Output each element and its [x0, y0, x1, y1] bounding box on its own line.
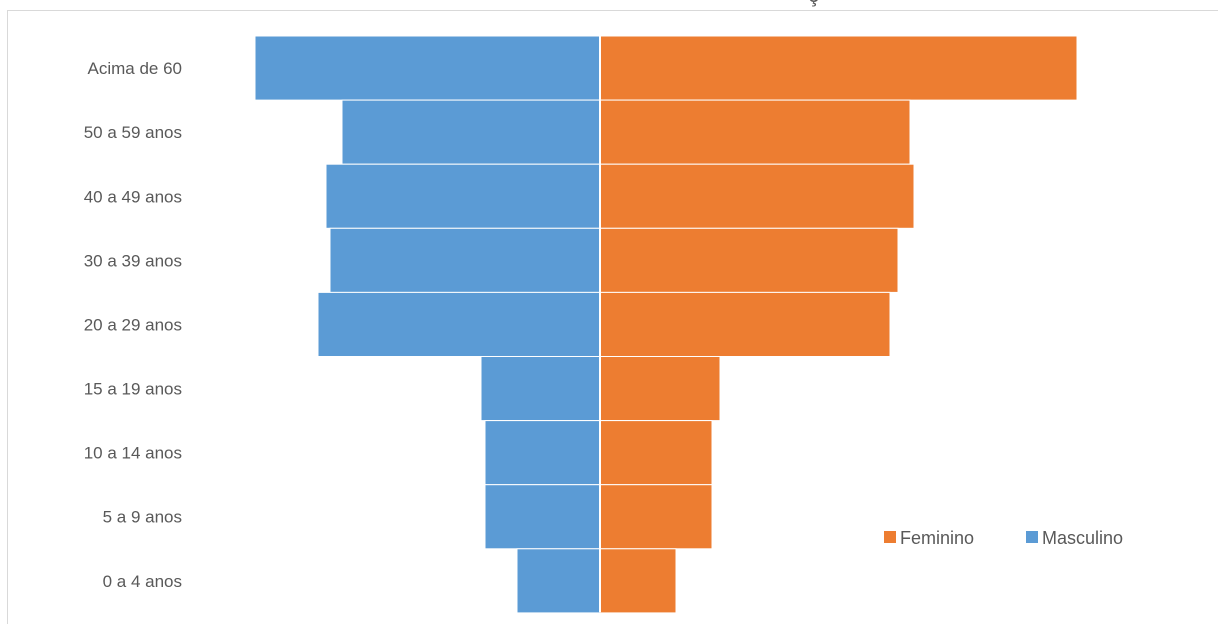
bar-masculino-0-a-4-anos [516, 548, 601, 614]
bar-feminino-40-a-49-anos [599, 163, 915, 229]
category-label-40-a-49-anos: 40 a 49 anos [84, 187, 182, 206]
chart-frame: ç [7, 0, 1218, 624]
legend-label-masculino: Masculino [1042, 528, 1123, 548]
category-labels-group: Acima de 60 50 a 59 anos 40 a 49 anos 30 a … [84, 59, 182, 591]
category-label-20-a-29-anos: 20 a 29 anos [84, 315, 182, 334]
bar-masculino-30-a-39-anos [329, 227, 601, 293]
legend-swatch-masculino [1026, 531, 1038, 543]
category-label-10-a-14-anos: 10 a 14 anos [84, 444, 182, 463]
bar-feminino-15-a-19-anos [599, 356, 721, 422]
legend-label-feminino: Feminino [900, 528, 974, 548]
bar-feminino-10-a-14-anos [599, 420, 713, 486]
bar-feminino-0-a-4-anos [599, 548, 677, 614]
bar-masculino-50-a-59-anos [341, 99, 601, 165]
bar-masculino-40-a-49-anos [325, 163, 601, 229]
bars-group [254, 35, 1078, 614]
bar-feminino-acima-de-60 [599, 35, 1078, 101]
category-label-30-a-39-anos: 30 a 39 anos [84, 251, 182, 270]
category-label-50-a-59-anos: 50 a 59 anos [84, 123, 182, 142]
category-label-0-a-4-anos: 0 a 4 anos [103, 572, 182, 591]
bar-feminino-5-a-9-anos [599, 484, 713, 550]
bar-masculino-20-a-29-anos [317, 291, 601, 357]
bar-masculino-5-a-9-anos [484, 484, 601, 550]
bar-feminino-30-a-39-anos [599, 227, 899, 293]
bar-masculino-10-a-14-anos [484, 420, 601, 486]
bar-feminino-50-a-59-anos [599, 99, 911, 165]
bar-feminino-20-a-29-anos [599, 291, 891, 357]
legend: Feminino Masculino [884, 528, 1123, 548]
chart-title-fragment: ç [8, 0, 1218, 11]
bar-masculino-acima-de-60 [254, 35, 601, 101]
category-label-5-a-9-anos: 5 a 9 anos [103, 508, 182, 527]
category-label-15-a-19-anos: 15 a 19 anos [84, 380, 182, 399]
legend-swatch-feminino [884, 531, 896, 543]
bar-masculino-15-a-19-anos [480, 356, 601, 422]
category-label-acima-de-60: Acima de 60 [88, 59, 183, 78]
